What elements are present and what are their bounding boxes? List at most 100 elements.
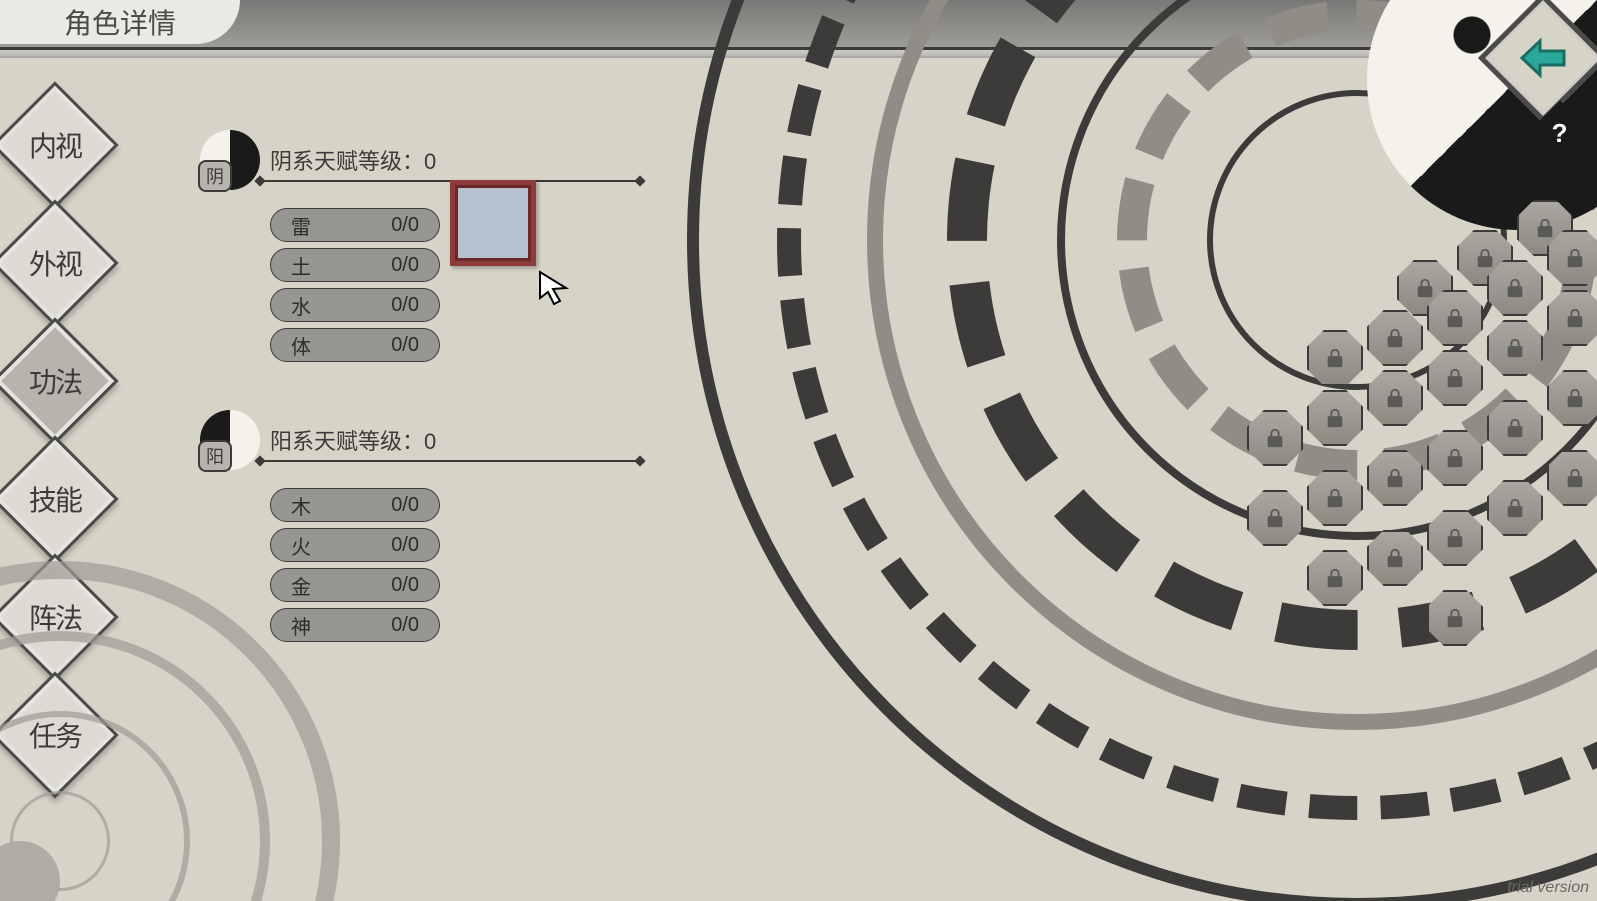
yang-title: 阳系天赋等级：0 [270,424,436,456]
yin-talent-slot[interactable] [450,180,536,266]
skill-node[interactable] [1427,590,1483,646]
skill-node[interactable] [1307,550,1363,606]
stat-row-雷[interactable]: 雷 0/0 [270,208,440,242]
yang-talent-panel: 阳 阳系天赋等级：0 木 0/0 火 0/0 金 0/0 神 0/0 [200,410,440,642]
nav-quests[interactable]: 任务 [0,671,119,798]
yang-badge: 阳 [198,440,232,472]
lock-icon [1324,487,1346,509]
help-label: ? [1552,117,1568,148]
lock-icon [1564,387,1586,409]
stat-name: 土 [291,251,311,280]
nav-formation[interactable]: 阵法 [0,553,119,680]
stat-row-火[interactable]: 火 0/0 [270,528,440,562]
nav-label: 内视 [29,125,81,165]
lock-icon [1504,417,1526,439]
stat-row-金[interactable]: 金 0/0 [270,568,440,602]
skill-node[interactable] [1487,400,1543,456]
lock-icon [1384,327,1406,349]
skill-node[interactable] [1307,390,1363,446]
nav-label: 功法 [29,361,81,401]
stat-value: 0/0 [391,574,419,597]
lock-icon [1264,427,1286,449]
stat-row-水[interactable]: 水 0/0 [270,288,440,322]
skill-node[interactable] [1427,430,1483,486]
yin-talent-panel: 阴 阴系天赋等级：0 雷 0/0 土 0/0 水 0/0 体 0/0 [200,130,440,362]
nav-label: 外视 [29,243,81,283]
skill-node[interactable] [1247,490,1303,546]
stat-row-神[interactable]: 神 0/0 [270,608,440,642]
lock-icon [1564,307,1586,329]
skill-node[interactable] [1547,290,1597,346]
skill-node[interactable] [1427,510,1483,566]
yang-yin-icon: 阳 [200,410,260,470]
nav-skills[interactable]: 技能 [0,435,119,562]
top-bar: 角色详情 [0,0,1597,50]
yin-yang-icon: 阴 [200,130,260,190]
stat-name: 火 [291,531,311,560]
stat-row-木[interactable]: 木 0/0 [270,488,440,522]
stat-row-土[interactable]: 土 0/0 [270,248,440,282]
lock-icon [1444,367,1466,389]
lock-icon [1264,507,1286,529]
skill-node[interactable] [1367,450,1423,506]
skill-node[interactable] [1487,320,1543,376]
lock-icon [1504,337,1526,359]
lock-icon [1384,387,1406,409]
nav-label: 技能 [29,479,81,519]
skill-node[interactable] [1307,330,1363,386]
topbar-divider [0,50,1597,58]
lock-icon [1504,497,1526,519]
stat-name: 体 [291,331,311,360]
skill-node[interactable] [1487,260,1543,316]
side-nav: 内视外视功法技能阵法任务 [10,100,100,808]
lock-icon [1444,527,1466,549]
stat-name: 金 [291,571,311,600]
nav-cultivation[interactable]: 功法 [0,317,119,444]
watermark: trial version [1507,879,1589,897]
skill-node[interactable] [1307,470,1363,526]
page-title: 角色详情 [0,0,240,44]
yin-badge: 阴 [198,160,232,192]
skill-node[interactable] [1547,230,1597,286]
nav-label: 阵法 [29,597,81,637]
nav-inner-view[interactable]: 内视 [0,81,119,208]
lock-icon [1444,447,1466,469]
skill-node[interactable] [1487,480,1543,536]
back-arrow-icon [1516,35,1570,81]
skill-node[interactable] [1427,290,1483,346]
stat-row-体[interactable]: 体 0/0 [270,328,440,362]
skill-node[interactable] [1367,530,1423,586]
stat-name: 木 [291,491,311,520]
lock-icon [1324,347,1346,369]
skill-node[interactable] [1367,310,1423,366]
lock-icon [1504,277,1526,299]
lock-icon [1564,247,1586,269]
skill-node[interactable] [1547,450,1597,506]
stat-value: 0/0 [391,614,419,637]
stat-name: 水 [291,291,311,320]
lock-icon [1444,607,1466,629]
stat-name: 雷 [291,211,311,240]
stat-name: 神 [291,611,311,640]
nav-label: 任务 [29,715,81,755]
lock-icon [1324,567,1346,589]
lock-icon [1324,407,1346,429]
nav-outer-view[interactable]: 外视 [0,199,119,326]
stat-value: 0/0 [391,214,419,237]
divider-line [260,460,640,462]
stat-value: 0/0 [391,294,419,317]
lock-icon [1444,307,1466,329]
stat-value: 0/0 [391,494,419,517]
lock-icon [1384,547,1406,569]
skill-node[interactable] [1247,410,1303,466]
lock-icon [1564,467,1586,489]
cursor-icon [536,268,576,308]
skill-node[interactable] [1427,350,1483,406]
stat-value: 0/0 [391,254,419,277]
stat-value: 0/0 [391,534,419,557]
skill-node[interactable] [1547,370,1597,426]
lock-icon [1384,467,1406,489]
stat-value: 0/0 [391,334,419,357]
skill-node[interactable] [1367,370,1423,426]
yin-title: 阴系天赋等级：0 [270,144,436,176]
